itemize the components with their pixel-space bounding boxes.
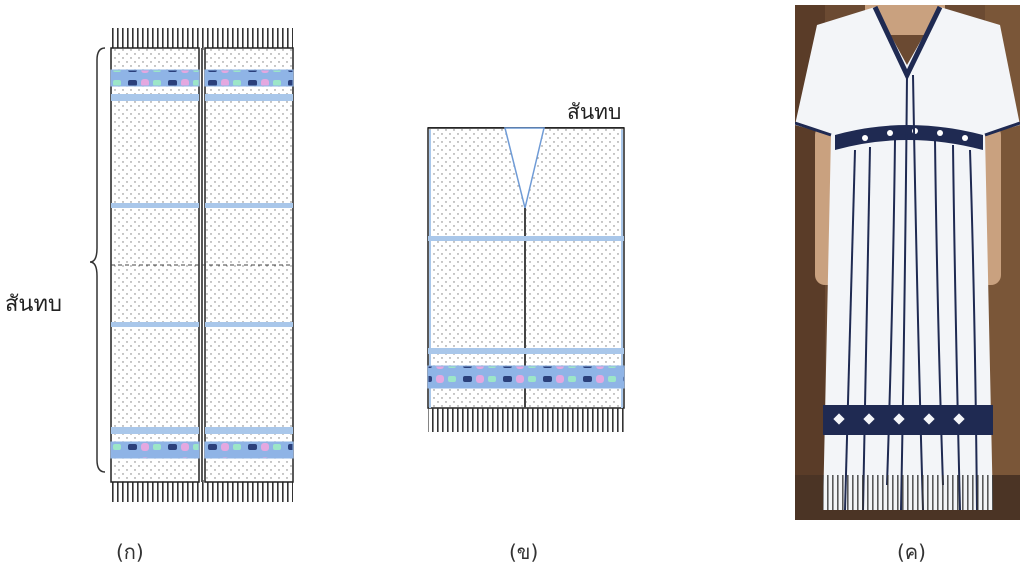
- top-fringe: [111, 28, 293, 50]
- thin-stripe: [111, 203, 293, 327]
- bottom-decorative-band: [110, 427, 294, 459]
- panel-a-caption: (ก): [116, 540, 144, 564]
- panel-c-caption: (ค): [897, 540, 926, 564]
- panel-b-top-label: สันทบ: [567, 100, 622, 124]
- panel-b-caption: (ข): [509, 540, 539, 564]
- garment-stripe: [428, 236, 624, 241]
- v-neck: [504, 127, 545, 209]
- garment-decorative-band: [427, 365, 625, 389]
- panel-b-diagram: [427, 127, 625, 432]
- fold-bracket: [89, 47, 106, 473]
- garment-fringe: [428, 408, 624, 432]
- bottom-fringe: [111, 480, 293, 502]
- panel-a-diagram: [89, 28, 294, 502]
- top-decorative-band: [110, 69, 294, 101]
- garment-photo: [795, 5, 1020, 520]
- panel-a-side-label: สันทบ: [5, 292, 62, 317]
